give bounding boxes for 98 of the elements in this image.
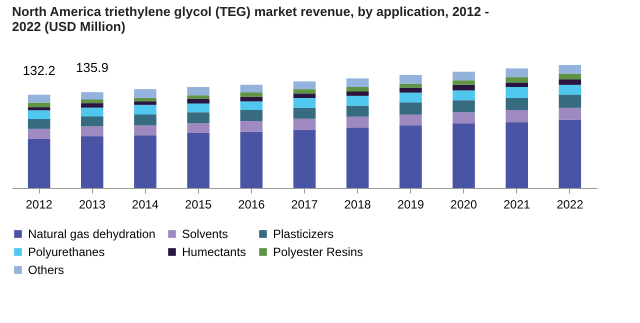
legend-label: Polyurethanes [28, 245, 105, 259]
bar [187, 87, 210, 96]
bar [81, 108, 104, 116]
bar [346, 96, 369, 106]
bar [134, 135, 156, 188]
bar [346, 116, 369, 128]
bar [81, 92, 104, 100]
bar [134, 89, 156, 98]
bar [558, 108, 582, 120]
bar [346, 106, 369, 117]
legend-label: Natural gas dehydration [28, 227, 156, 241]
bar [28, 138, 50, 188]
x-tick-label: 2020 [450, 198, 478, 212]
bar [452, 100, 475, 112]
bar [240, 120, 263, 132]
bar [28, 102, 50, 108]
bar [452, 90, 475, 100]
x-tick-label: 2021 [503, 198, 531, 212]
bar [81, 126, 104, 136]
x-tick-label: 2016 [238, 198, 266, 212]
bar [506, 98, 528, 110]
bar [400, 92, 422, 102]
bar [400, 102, 422, 114]
bar [558, 79, 582, 85]
annotation: 132.2 [22, 62, 56, 78]
x-tick-label: 2015 [184, 198, 212, 212]
x-tick-label: 2017 [291, 198, 318, 212]
bar [81, 103, 104, 108]
bar [187, 98, 210, 104]
bar [28, 119, 50, 129]
bar [506, 87, 528, 98]
x-tick-label: 2022 [556, 198, 584, 212]
x-tick-label: 2019 [397, 198, 424, 212]
bar [134, 114, 156, 126]
bar [558, 65, 582, 74]
bar [187, 95, 210, 99]
bar [187, 112, 210, 124]
bar [28, 107, 50, 110]
bar [558, 74, 582, 80]
bar [187, 133, 210, 188]
bar [293, 98, 316, 108]
bar [134, 104, 156, 114]
bar [558, 94, 582, 108]
x-tick-label: 2018 [344, 198, 372, 212]
bar [452, 80, 475, 85]
bar [346, 87, 369, 92]
bar [452, 112, 475, 124]
bar [452, 123, 475, 188]
legend-label: Polyester Resins [273, 245, 364, 259]
bar [28, 128, 50, 139]
bar [240, 92, 263, 97]
bar [400, 114, 422, 126]
x-tick-label: 2013 [78, 198, 106, 212]
bar [28, 110, 50, 120]
bar [81, 136, 104, 188]
legend-label: Solvents [182, 227, 228, 241]
bar [293, 118, 316, 130]
bar [452, 72, 475, 80]
x-tick-label: 2014 [132, 198, 159, 212]
bar [400, 75, 422, 84]
bar [293, 81, 316, 90]
bar [81, 116, 104, 126]
bar [400, 125, 422, 188]
bar [134, 101, 156, 105]
annotation: 135.9 [76, 60, 108, 76]
bar [240, 96, 263, 102]
bar [240, 132, 263, 188]
bar [558, 84, 582, 95]
bar [240, 110, 263, 121]
bar [506, 122, 528, 188]
x-tick-label: 2012 [26, 198, 53, 212]
chart-title: North America triethylene glycol (TEG) market revenue, by application, 2012 - 2022 (USD Million) [12, 4, 490, 34]
bar [346, 128, 369, 188]
bar [240, 84, 263, 92]
bar [452, 84, 475, 90]
bar [346, 78, 369, 88]
bar [187, 123, 210, 134]
bar [134, 98, 156, 102]
bar [240, 101, 263, 110]
bar [346, 91, 369, 96]
bar [400, 88, 422, 93]
bar [506, 110, 528, 122]
bar [506, 82, 528, 88]
legend-label: Humectants [182, 245, 246, 259]
bar [506, 68, 528, 78]
legend-label: Plasticizers [273, 227, 334, 241]
bar [187, 104, 210, 112]
bar [558, 120, 582, 188]
bar [81, 99, 104, 104]
bar [506, 77, 528, 83]
legend-label: Others [28, 263, 64, 277]
bar [293, 108, 316, 119]
bar [400, 84, 422, 88]
bar [293, 130, 316, 188]
bar [28, 94, 50, 103]
bar [134, 125, 156, 136]
bar [293, 94, 316, 98]
bar [293, 89, 316, 94]
